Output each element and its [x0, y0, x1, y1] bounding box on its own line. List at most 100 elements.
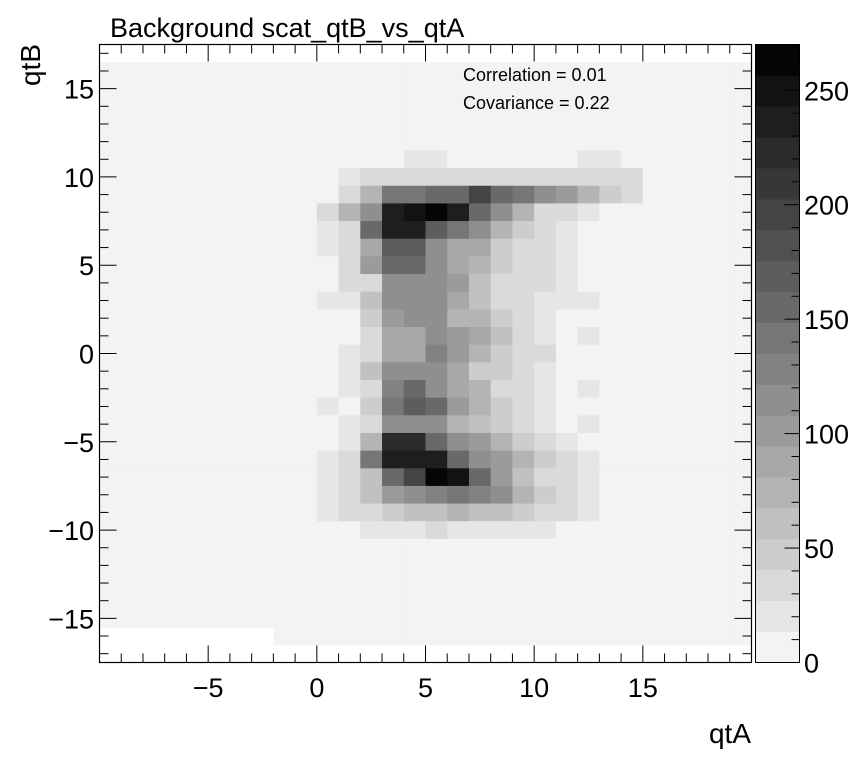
- heatmap-cell: [316, 327, 339, 346]
- heatmap-cell: [251, 79, 274, 98]
- heatmap-cell: [121, 538, 144, 557]
- heatmap-cell: [599, 79, 622, 98]
- heatmap-cell: [621, 627, 644, 646]
- heatmap-cell: [490, 115, 513, 134]
- heatmap-cell: [338, 397, 361, 416]
- heatmap-cell: [164, 203, 187, 222]
- heatmap-cell: [425, 256, 448, 275]
- x-tick-label: 5: [418, 673, 433, 703]
- heatmap-cell: [164, 344, 187, 363]
- heatmap-cell: [273, 538, 296, 557]
- heatmap-cell: [512, 203, 535, 222]
- heatmap-cell: [621, 185, 644, 204]
- heatmap-cell: [490, 503, 513, 522]
- heatmap-cell: [186, 132, 209, 151]
- heatmap-cell: [555, 185, 579, 204]
- heatmap-cell: [686, 309, 709, 328]
- heatmap-cell: [142, 609, 166, 628]
- heatmap-cell: [642, 238, 665, 257]
- heatmap-cell: [555, 609, 579, 628]
- heatmap-cell: [686, 379, 709, 399]
- heatmap-cell: [534, 521, 557, 540]
- heatmap-cell: [360, 238, 383, 257]
- heatmap-cell: [186, 274, 209, 293]
- heatmap-cell: [295, 556, 318, 575]
- heatmap-cell: [338, 556, 361, 575]
- heatmap-cell: [664, 521, 687, 540]
- heatmap-cell: [360, 362, 383, 381]
- heatmap-cell: [686, 415, 709, 434]
- heatmap-cell: [273, 468, 296, 487]
- heatmap-cell: [316, 256, 339, 275]
- heatmap-cell: [251, 62, 274, 81]
- heatmap-cell: [447, 450, 470, 469]
- heatmap-cell: [142, 97, 166, 116]
- heatmap-cell: [121, 256, 144, 275]
- heatmap-cell: [686, 450, 709, 469]
- heatmap-cell: [316, 379, 339, 399]
- heatmap-cell: [577, 150, 600, 169]
- heatmap-cell: [208, 591, 231, 610]
- heatmap-cell: [599, 132, 622, 151]
- heatmap-cell: [468, 415, 492, 434]
- heatmap-cell: [338, 203, 361, 222]
- heatmap-cell: [403, 238, 426, 257]
- heatmap-cell: [229, 79, 253, 98]
- heatmap-cell: [468, 450, 492, 469]
- heatmap-cell: [273, 362, 296, 381]
- heatmap-cell: [229, 468, 253, 487]
- heatmap-cell: [534, 574, 557, 593]
- heatmap-cell: [534, 327, 557, 346]
- heatmap-cell: [142, 309, 166, 328]
- heatmap-cell: [142, 256, 166, 275]
- heatmap-cell: [273, 556, 296, 575]
- heatmap-cell: [577, 485, 600, 504]
- palette-level: [755, 415, 800, 447]
- heatmap-cell: [555, 291, 579, 310]
- heatmap-cell: [164, 309, 187, 328]
- heatmap-cell: [382, 62, 405, 81]
- palette-level: [755, 322, 800, 354]
- heatmap-cell: [208, 556, 231, 575]
- heatmap-cell: [186, 397, 209, 416]
- heatmap-cell: [468, 274, 492, 293]
- heatmap-cell: [360, 168, 383, 187]
- heatmap-cell: [425, 185, 448, 204]
- heatmap-cell: [708, 432, 731, 452]
- heatmap-cell: [425, 150, 448, 169]
- heatmap-cell: [425, 432, 448, 452]
- heatmap-cell: [512, 591, 535, 610]
- heatmap-cell: [447, 62, 470, 81]
- heatmap-cell: [229, 521, 253, 540]
- heatmap-cell: [490, 450, 513, 469]
- heatmap-cell: [295, 397, 318, 416]
- heatmap-cell: [186, 503, 209, 522]
- heatmap-cell: [295, 168, 318, 187]
- heatmap-cell: [360, 591, 383, 610]
- heatmap-cell: [382, 79, 405, 98]
- heatmap-cell: [686, 397, 709, 416]
- heatmap-cell: [490, 256, 513, 275]
- heatmap-cell: [490, 397, 513, 416]
- heatmap-cell: [403, 344, 426, 363]
- heatmap-cell: [142, 538, 166, 557]
- heatmap-cell: [164, 450, 187, 469]
- chart-title: Background scat_qtB_vs_qtA: [110, 13, 464, 43]
- heatmap-cell: [468, 503, 492, 522]
- heatmap-cell: [164, 574, 187, 593]
- heatmap-cell: [229, 362, 253, 381]
- heatmap-cell: [490, 203, 513, 222]
- heatmap-cell: [447, 574, 470, 593]
- heatmap-cell: [512, 168, 535, 187]
- heatmap-cell: [708, 79, 731, 98]
- heatmap-cell: [621, 379, 644, 399]
- x-tick-label: 0: [309, 673, 324, 703]
- heatmap-cell: [599, 609, 622, 628]
- heatmap-cell: [577, 115, 600, 134]
- heatmap-cell: [729, 274, 752, 293]
- heatmap-cell: [686, 627, 709, 646]
- heatmap-cell: [468, 521, 492, 540]
- heatmap-cell: [599, 450, 622, 469]
- heatmap-cell: [490, 591, 513, 610]
- heatmap-cell: [99, 62, 122, 81]
